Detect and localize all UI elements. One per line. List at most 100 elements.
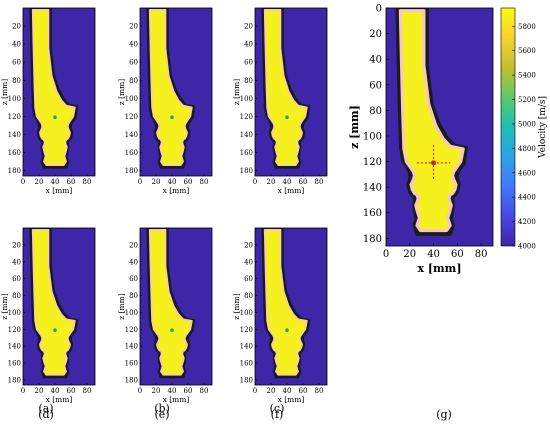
x-axis-label: x [mm]: [46, 186, 73, 195]
x-axis-label: x [mm]: [417, 262, 461, 275]
panel-f: 0 20 40 60 80 20 40 60 80 100 120 140 160 180 x [mm] z …: [232, 227, 328, 421]
colorbar-tick-label: 4800: [518, 145, 536, 153]
x-tick-label: 80: [315, 178, 324, 186]
y-tick-label: 120: [240, 326, 253, 334]
y-tick-label: 80: [129, 292, 138, 300]
x-tick-label: 40: [168, 387, 177, 395]
x-tick-label: 40: [51, 387, 60, 395]
x-tick-label: 80: [200, 387, 209, 395]
y-tick-label: 140: [125, 131, 138, 139]
colorbar-label: Velocity [m/s]: [538, 96, 548, 159]
x-axis-label: x [mm]: [163, 186, 190, 195]
blade-body: [31, 9, 76, 166]
y-tick-label: 40: [369, 55, 382, 66]
colorbar-scale: [500, 7, 516, 247]
y-tick-label: 100: [240, 95, 253, 103]
y-tick-label: 60: [244, 59, 253, 67]
panel-c: 0 20 40 60 80 20 40 60 80 100 120 140 160 180 x [mm] z …: [232, 7, 328, 415]
x-tick-label: 20: [403, 249, 416, 260]
x-tick-label: 60: [67, 387, 76, 395]
colorbar-tick-label: 4000: [518, 243, 536, 251]
y-tick-label: 140: [8, 343, 21, 351]
panel-label: (e): [154, 408, 169, 421]
x-axis-label: x [mm]: [46, 395, 73, 404]
x-tick-label: 40: [283, 387, 292, 395]
marker-point: [170, 115, 174, 120]
y-tick-label: 120: [125, 113, 138, 121]
marker-point: [285, 328, 289, 332]
x-tick-label: 0: [253, 178, 257, 186]
x-tick-label: 20: [35, 387, 44, 395]
y-tick-label: 100: [125, 95, 138, 103]
y-tick-label: 20: [244, 241, 253, 249]
axes-frame: [139, 7, 213, 177]
colorbar-tick-label: 5200: [518, 96, 536, 104]
panel-label: (f): [271, 408, 284, 421]
y-tick-label: 160: [240, 149, 253, 157]
x-tick-label: 20: [35, 178, 44, 186]
colorbar-tick-label: 5400: [518, 72, 536, 80]
y-tick-label: 140: [125, 343, 138, 351]
x-axis-label: x [mm]: [278, 395, 305, 404]
x-tick-label: 60: [299, 178, 308, 186]
x-tick-label: 80: [200, 178, 209, 186]
y-tick-label: 140: [8, 131, 21, 139]
y-tick-label: 20: [129, 23, 138, 31]
y-tick-label: 20: [369, 29, 382, 40]
y-tick-label: 180: [8, 376, 21, 384]
y-axis-label: z [mm]: [0, 293, 9, 319]
y-tick-label: 80: [129, 77, 138, 85]
axes-frame: [254, 227, 328, 386]
y-tick-label: 40: [129, 41, 138, 49]
x-axis-label: x [mm]: [163, 395, 190, 404]
y-tick-label: 180: [125, 167, 138, 175]
x-tick-label: 20: [267, 387, 276, 395]
y-tick-label: 40: [129, 258, 138, 266]
colorbar-tick-label: 4200: [518, 218, 536, 226]
x-tick-label: 0: [253, 387, 257, 395]
y-tick-label: 120: [8, 113, 21, 121]
y-tick-label: 40: [12, 258, 21, 266]
x-tick-label: 60: [451, 249, 464, 260]
panel-b: 0 20 40 60 80 20 40 60 80 100 120 140 160 180 x [mm] z …: [117, 7, 213, 415]
y-tick-label: 80: [12, 292, 21, 300]
y-tick-label: 80: [369, 106, 382, 117]
y-axis-label: z [mm]: [117, 293, 126, 319]
y-tick-label: 120: [8, 326, 21, 334]
x-tick-label: 0: [383, 249, 389, 260]
colorbar-tick-label: 4600: [518, 169, 536, 177]
marker-point: [431, 160, 437, 166]
marker-point: [53, 328, 57, 332]
x-tick-label: 60: [184, 178, 193, 186]
panel-label: (g): [436, 408, 452, 421]
y-tick-label: 180: [125, 376, 138, 384]
y-axis-label: z [mm]: [117, 79, 126, 105]
marker-point: [285, 115, 289, 120]
y-tick-label: 60: [369, 80, 382, 91]
axes-frame: [139, 227, 213, 386]
y-tick-label: 160: [125, 360, 138, 368]
y-tick-label: 100: [240, 309, 253, 317]
y-tick-label: 80: [244, 77, 253, 85]
axes-frame: [254, 7, 328, 177]
blade-body: [263, 9, 308, 166]
y-tick-label: 20: [244, 23, 253, 31]
y-tick-label: 20: [12, 23, 21, 31]
x-tick-label: 40: [283, 178, 292, 186]
panel-a: 0 20 40 60 80 20 40 60 80 100 120 140 160 180 x [mm] z …: [0, 7, 96, 415]
x-axis-label: x [mm]: [278, 186, 305, 195]
x-tick-label: 0: [21, 387, 25, 395]
x-tick-label: 60: [299, 387, 308, 395]
colorbar: 4000 4200 4400 4600 4800 5000 5200 5400 5600 5800…: [500, 7, 548, 251]
y-tick-label: 100: [8, 95, 21, 103]
marker-point: [53, 115, 57, 120]
x-tick-label: 20: [152, 178, 161, 186]
x-tick-label: 80: [83, 178, 92, 186]
x-tick-label: 80: [475, 249, 488, 260]
y-tick-label: 120: [240, 113, 253, 121]
y-tick-label: 60: [12, 275, 21, 283]
blade-body: [148, 9, 193, 166]
x-tick-label: 60: [184, 387, 193, 395]
colorbar-tick-label: 5000: [518, 120, 536, 128]
x-tick-label: 40: [51, 178, 60, 186]
